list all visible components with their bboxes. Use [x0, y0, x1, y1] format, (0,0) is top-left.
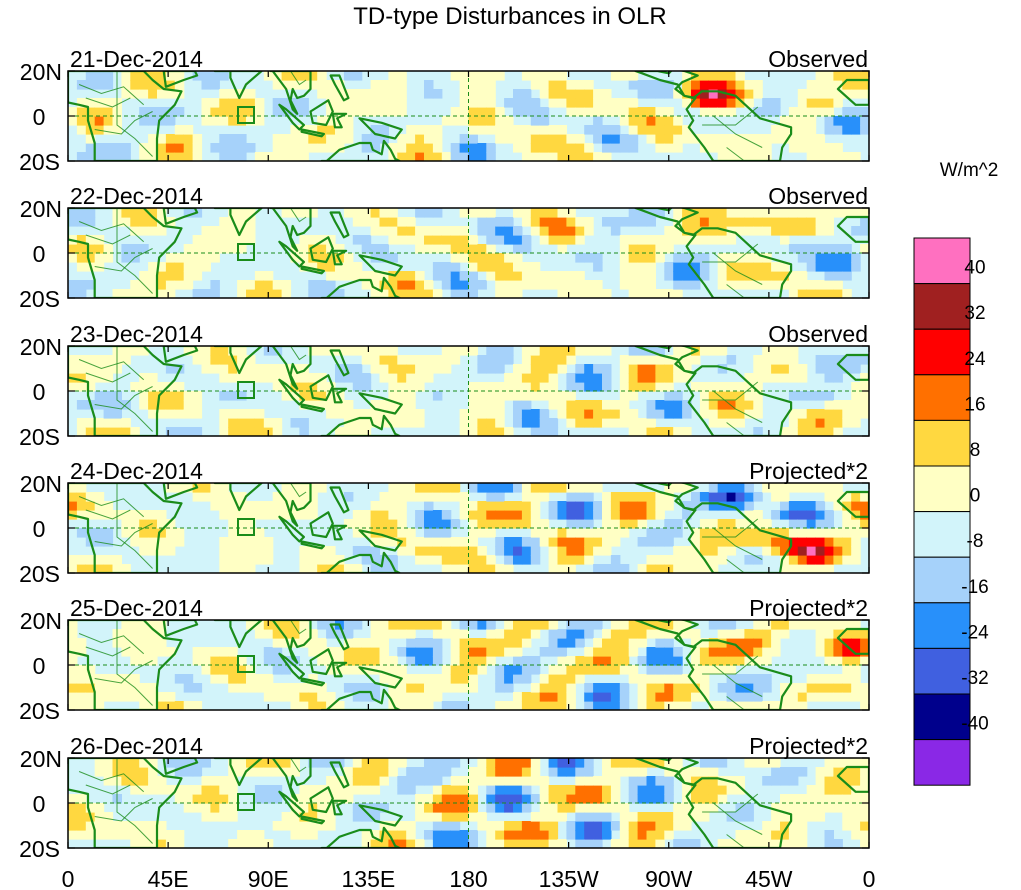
box-marker — [237, 106, 255, 124]
x-tick-label: 45W — [745, 866, 793, 890]
colorbar-label: -8 — [967, 531, 984, 552]
y-tick-label: 20S — [19, 836, 60, 862]
x-tick-label: 0 — [62, 866, 75, 890]
y-tick-label: 20N — [20, 608, 62, 634]
colorbar-label: 8 — [970, 440, 981, 461]
colorbar-label: 24 — [964, 349, 986, 370]
colorbar-label: 40 — [964, 258, 985, 279]
panel: 20N 0 20S 23-Dec-2014 Observed — [19, 321, 870, 450]
y-tick-label: 0 — [33, 516, 46, 542]
colorbar-units: W/m^2 — [940, 160, 999, 181]
panel-label: Projected*2 — [749, 595, 868, 621]
box-marker — [237, 243, 255, 261]
box-marker — [237, 518, 255, 536]
colorbar-label: -24 — [961, 622, 989, 643]
x-tick-label: 45E — [148, 866, 189, 890]
y-tick-label: 0 — [33, 791, 46, 817]
colorbar-segment — [913, 237, 971, 285]
x-axis: 0 45E 90E 135E 180 135W 90W 45W 0 — [62, 866, 876, 890]
panel-date: 22-Dec-2014 — [70, 183, 203, 209]
coastlines — [68, 71, 869, 161]
coastlines — [68, 758, 869, 848]
x-tick-label: 0 — [863, 866, 876, 890]
x-tick-label: 180 — [449, 866, 487, 890]
panel-label: Observed — [768, 46, 868, 72]
box-marker — [237, 655, 255, 673]
panel-date: 21-Dec-2014 — [70, 46, 203, 72]
colorbar-segment — [913, 647, 971, 695]
panel: 20N 0 20S 22-Dec-2014 Observed — [19, 183, 870, 312]
panel-date: 26-Dec-2014 — [70, 733, 203, 759]
coastlines — [68, 620, 869, 710]
colorbar-segment — [913, 465, 971, 513]
box-marker — [237, 381, 255, 399]
colorbar-label: -16 — [961, 577, 988, 598]
colorbar-label: 32 — [964, 303, 985, 324]
colorbar-label: -32 — [961, 668, 988, 689]
x-tick-label: 90E — [248, 866, 289, 890]
panel-label: Observed — [768, 183, 868, 209]
figure-title: TD-type Disturbances in OLR — [353, 3, 666, 30]
colorbar-label: 16 — [964, 394, 985, 415]
y-tick-label: 0 — [33, 379, 46, 405]
colorbar: W/m^2 40 32 24 16 8 0 -8 -16 -24 -32 -40 — [913, 160, 999, 786]
colorbar-segment — [913, 374, 971, 421]
colorbar-segment — [913, 556, 971, 604]
colorbar-segment — [913, 739, 971, 786]
panel: 20N 0 20S 26-Dec-2014 Projected*2 — [19, 733, 870, 862]
panel-date: 24-Dec-2014 — [70, 458, 203, 484]
panel-label: Projected*2 — [749, 733, 868, 759]
y-tick-label: 20S — [19, 286, 60, 312]
colorbar-label: -40 — [961, 714, 988, 735]
panel-date: 25-Dec-2014 — [70, 595, 203, 621]
y-tick-label: 20S — [19, 561, 60, 587]
y-tick-label: 20N — [20, 334, 62, 360]
y-tick-label: 20S — [19, 149, 60, 175]
coastlines — [68, 208, 869, 298]
coastlines — [68, 483, 869, 573]
colorbar-segment — [913, 283, 971, 330]
y-tick-label: 0 — [33, 104, 46, 130]
coastlines — [68, 346, 869, 436]
panel: 20N 0 20S 21-Dec-2014 Observed — [19, 46, 870, 175]
colorbar-segment — [913, 693, 971, 741]
panel: 20N 0 20S 24-Dec-2014 Projected*2 — [19, 458, 870, 587]
y-tick-label: 20S — [19, 698, 60, 724]
panel: 20N 0 20S 25-Dec-2014 Projected*2 — [19, 595, 870, 724]
y-tick-label: 20S — [19, 424, 60, 450]
y-tick-label: 0 — [33, 653, 46, 679]
panel-date: 23-Dec-2014 — [70, 321, 203, 347]
panel-label: Observed — [768, 321, 868, 347]
y-tick-label: 0 — [33, 241, 46, 267]
colorbar-segment — [913, 328, 971, 376]
y-tick-label: 20N — [20, 746, 62, 772]
x-tick-label: 135E — [342, 866, 396, 890]
y-tick-label: 20N — [20, 471, 62, 497]
colorbar-segment — [913, 419, 971, 467]
x-tick-label: 135W — [539, 866, 599, 890]
panel-label: Projected*2 — [749, 458, 868, 484]
x-tick-label: 90W — [645, 866, 693, 890]
colorbar-label: 0 — [970, 486, 981, 507]
colorbar-segment — [913, 511, 971, 558]
box-marker — [237, 793, 255, 811]
y-tick-label: 20N — [20, 59, 62, 85]
y-tick-label: 20N — [20, 196, 62, 222]
